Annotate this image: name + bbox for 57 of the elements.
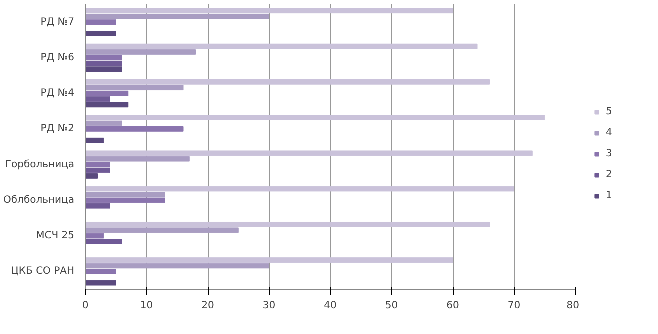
bar (86, 233, 104, 239)
bar (86, 50, 196, 55)
x-tick-label: 20 (202, 300, 214, 312)
bar (86, 138, 104, 144)
legend-label: 4 (606, 127, 614, 138)
bar (86, 31, 116, 36)
x-tick-label: 50 (385, 300, 398, 312)
y-tick-label: РД №4 (40, 88, 75, 100)
bar (86, 102, 129, 108)
bar (86, 186, 514, 192)
bar (86, 90, 129, 96)
bar (86, 55, 122, 61)
bar (86, 228, 239, 234)
bar (86, 222, 490, 228)
bar (86, 269, 116, 274)
x-tick-label: 0 (82, 300, 89, 312)
bar (86, 198, 166, 204)
legend-label: 3 (606, 148, 614, 159)
y-tick-label: Облбольница (4, 194, 75, 206)
bar (86, 20, 116, 25)
x-tick-label: 80 (566, 300, 580, 312)
bar (86, 263, 270, 269)
y-tick-label: Горбольница (5, 159, 75, 170)
bar (86, 8, 454, 14)
bar (86, 168, 110, 174)
legend-label: 5 (606, 106, 614, 117)
bar (86, 156, 190, 162)
x-tick-label: 70 (508, 300, 521, 312)
bar (86, 79, 490, 85)
y-tick-label: РД №7 (40, 16, 75, 28)
bar (86, 192, 166, 198)
y-tick-label: МСЧ 25 (36, 230, 75, 242)
bar (86, 126, 184, 132)
bar (86, 174, 98, 179)
bar (86, 66, 122, 72)
bar (86, 239, 122, 244)
y-tick-label: РД №2 (40, 124, 75, 135)
bar (86, 162, 110, 168)
x-tick-label: 60 (446, 300, 460, 312)
bar (86, 203, 110, 209)
x-tick-label: 40 (324, 300, 337, 312)
y-tick-label: РД №6 (40, 52, 75, 64)
bar (86, 258, 454, 263)
x-tick-label: 10 (140, 300, 154, 312)
y-tick-label: ЦКБ СО РАН (11, 266, 75, 278)
legend-label: 2 (606, 169, 614, 180)
x-tick-label: 30 (262, 300, 276, 312)
bar (86, 96, 110, 102)
bar (86, 60, 122, 66)
bar (86, 280, 116, 286)
bar (86, 120, 122, 126)
bar (86, 85, 184, 91)
bar (86, 14, 270, 20)
bar (86, 150, 533, 156)
legend-label: 1 (606, 190, 614, 201)
bar (86, 44, 478, 50)
bar (86, 115, 546, 120)
